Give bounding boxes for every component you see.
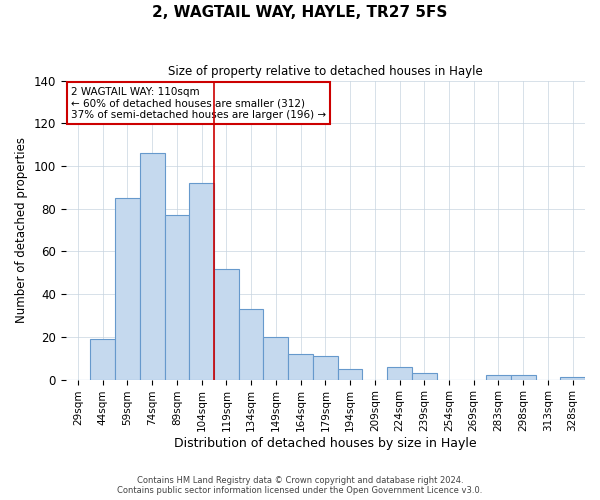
- Bar: [263, 337, 288, 380]
- Bar: [239, 309, 263, 380]
- Bar: [140, 153, 164, 380]
- Bar: [560, 378, 585, 380]
- Bar: [190, 183, 214, 380]
- Bar: [214, 268, 239, 380]
- Y-axis label: Number of detached properties: Number of detached properties: [15, 137, 28, 323]
- Bar: [288, 354, 313, 380]
- Bar: [164, 215, 190, 380]
- Text: 2, WAGTAIL WAY, HAYLE, TR27 5FS: 2, WAGTAIL WAY, HAYLE, TR27 5FS: [152, 5, 448, 20]
- Bar: [115, 198, 140, 380]
- Bar: [412, 373, 437, 380]
- Bar: [511, 376, 536, 380]
- Title: Size of property relative to detached houses in Hayle: Size of property relative to detached ho…: [168, 65, 483, 78]
- X-axis label: Distribution of detached houses by size in Hayle: Distribution of detached houses by size …: [174, 437, 476, 450]
- Text: Contains HM Land Registry data © Crown copyright and database right 2024.
Contai: Contains HM Land Registry data © Crown c…: [118, 476, 482, 495]
- Text: 2 WAGTAIL WAY: 110sqm
← 60% of detached houses are smaller (312)
37% of semi-det: 2 WAGTAIL WAY: 110sqm ← 60% of detached …: [71, 86, 326, 120]
- Bar: [387, 367, 412, 380]
- Bar: [313, 356, 338, 380]
- Bar: [91, 339, 115, 380]
- Bar: [338, 369, 362, 380]
- Bar: [486, 376, 511, 380]
